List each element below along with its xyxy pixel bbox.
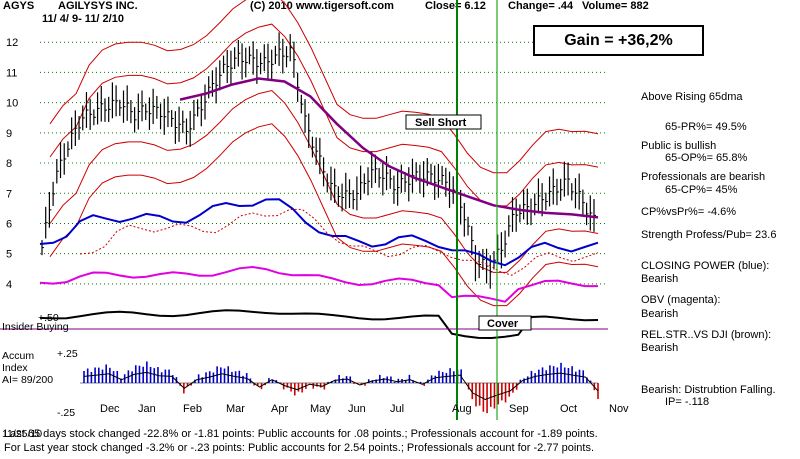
- cover-label: Cover: [487, 318, 519, 330]
- side-ip: IP= -.118: [665, 396, 709, 408]
- side-professionals-bearish: Professionals are bearish: [641, 171, 765, 183]
- gain-box: Gain = +36,2%: [533, 25, 704, 56]
- date-code: 11/25/10: [2, 428, 42, 440]
- side-65-op: 65-OP%= 65.8%: [665, 152, 747, 164]
- x-tick-label: Jun: [348, 403, 366, 415]
- obv-line: [39, 265, 598, 303]
- volume-value: Volume= 882: [582, 0, 649, 12]
- x-tick-label: May: [310, 403, 331, 415]
- ma65-path: [179, 77, 599, 219]
- side-obv: OBV (magenta):: [641, 294, 720, 306]
- y-tick-label: 10: [6, 98, 18, 110]
- side-closing-power: CLOSING POWER (blue):: [641, 260, 769, 272]
- accum-top-tick: +.25: [57, 348, 78, 360]
- accum-ai-label: AI= 89/200: [2, 374, 53, 386]
- y-tick-label: 7: [6, 188, 12, 200]
- month-axis-ticks: Dec Jan Feb Mar Apr May Jun Jul Aug Sep Oct Nov: [100, 403, 629, 415]
- signal-lines: [456, 0, 498, 420]
- x-tick-label: Jul: [390, 403, 404, 415]
- copyright: (C) 2010 www.tigersoft.com: [250, 0, 394, 12]
- x-tick-label: Nov: [609, 403, 629, 415]
- ma65-line: [179, 77, 599, 219]
- relative-strength-path: [39, 309, 599, 340]
- accum-ma-line: [83, 371, 599, 401]
- side-distribution: Bearish: Distrubtion Falling.: [641, 384, 776, 396]
- x-tick-label: Feb: [183, 403, 202, 415]
- x-tick-label: Dec: [100, 403, 120, 415]
- price-bars: [41, 32, 596, 289]
- side-obv-status: Bearish: [641, 308, 678, 320]
- x-tick-label: Aug: [452, 403, 472, 415]
- side-65-cp: 65-CP%= 45%: [665, 184, 738, 196]
- change-value: Change= .44: [508, 0, 574, 12]
- insider-level: +.50: [38, 312, 59, 324]
- obv-path: [39, 265, 598, 303]
- band-outer-lower: [49, 123, 599, 307]
- side-public-bullish: Public is bullish: [641, 140, 716, 152]
- accum-index-label: Index: [2, 362, 28, 374]
- side-rel-strength: REL.STR..VS DJI (brown):: [641, 329, 771, 341]
- y-tick-label: 11: [6, 67, 17, 79]
- footer-line-1: Last 65 days stock changed -22.8% or -1.…: [4, 428, 598, 440]
- y-tick-label: 12: [6, 37, 18, 49]
- relative-strength-line: [39, 309, 599, 340]
- band-outer-upper: [49, 0, 599, 174]
- side-closing-power-status: Bearish: [641, 273, 678, 285]
- price-axis-ticks: 4 5 6 7 8 9 10 11 12: [6, 37, 18, 291]
- ticker-label: AGYS: [3, 0, 34, 12]
- closing-power-line: [39, 198, 599, 276]
- y-tick-label: 6: [6, 218, 12, 230]
- x-tick-label: Oct: [560, 403, 577, 415]
- insider-label: Insider Buying: [2, 321, 69, 333]
- side-strength: Strength Profess/Pub= 23.6: [641, 229, 776, 241]
- x-tick-label: Jan: [138, 403, 156, 415]
- y-tick-label: 5: [6, 249, 12, 261]
- x-tick-label: Mar: [226, 403, 245, 415]
- side-rel-strength-status: Bearish: [641, 342, 678, 354]
- closing-power-ma: [79, 208, 599, 276]
- y-tick-label: 9: [6, 128, 12, 140]
- side-65-pr: 65-PR%= 49.5%: [665, 121, 747, 133]
- x-tick-label: Apr: [271, 403, 288, 415]
- closing-power-path: [39, 198, 599, 267]
- company-name: AGILYSYS INC.: [58, 0, 138, 12]
- sell-short-box: [405, 114, 482, 130]
- x-tick-label: Sep: [509, 403, 529, 415]
- footer-line-2: For Last year stock changed -3.2% or -.2…: [4, 442, 595, 454]
- accum-title: Accum: [2, 350, 34, 362]
- side-above-dma: Above Rising 65dma: [641, 91, 743, 103]
- sell-short-label: Sell Short: [415, 117, 467, 129]
- cover-box: [478, 315, 532, 331]
- y-tick-label: 4: [6, 279, 12, 291]
- date-range: 11/ 4/ 9- 11/ 2/10: [42, 13, 124, 25]
- close-value: Close= 6.12: [425, 0, 486, 12]
- y-tick-label: 8: [6, 158, 12, 170]
- side-cp-vs-pr: CP%vsPr%= -4.6%: [641, 206, 736, 218]
- accum-bottom-tick: -.25: [57, 407, 75, 419]
